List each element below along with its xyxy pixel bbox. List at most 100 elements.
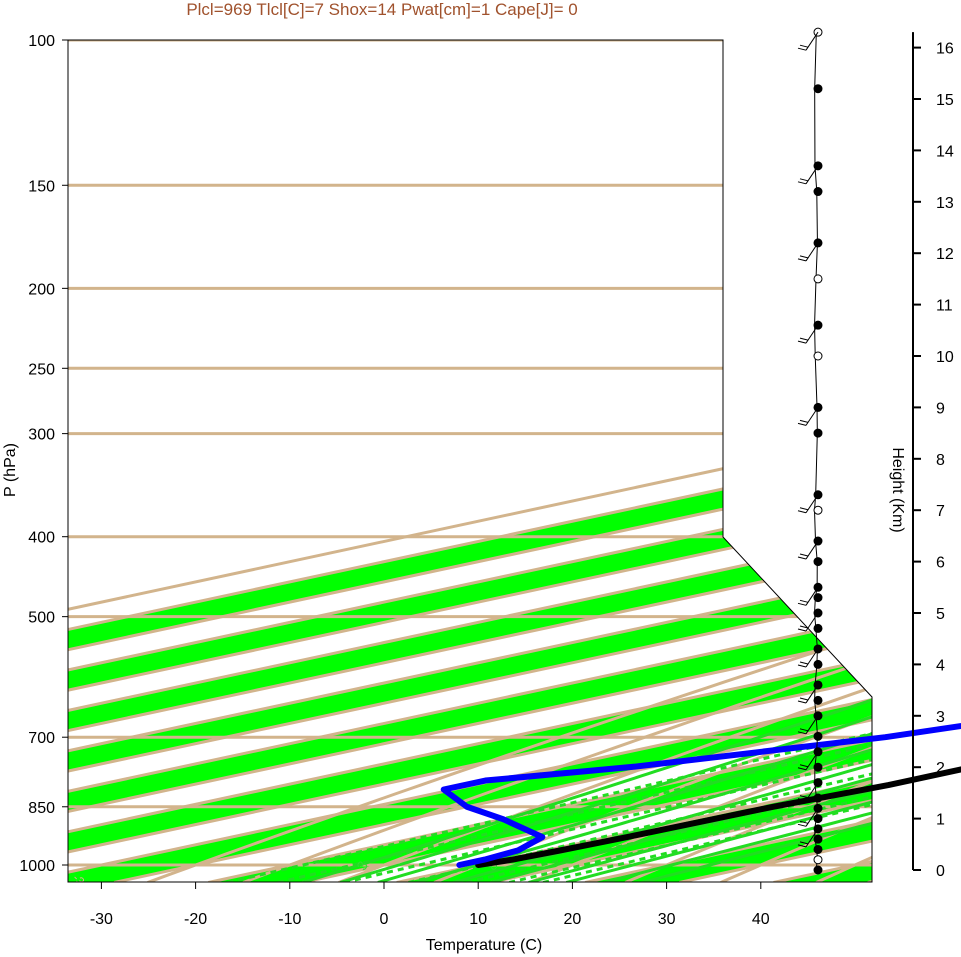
wind-level-marker — [813, 27, 823, 37]
dewpoint-trace — [440, 722, 961, 868]
wind-barb-feather — [799, 553, 809, 557]
temperature-band — [68, 40, 872, 882]
temperature-tick-label: -30 — [90, 911, 113, 928]
pressure-tick-label: 150 — [28, 178, 55, 195]
moist-adiabat — [339, 286, 872, 882]
wind-barb-feather — [797, 602, 807, 606]
temperature-tick-label: 10 — [469, 911, 487, 928]
dry-adiabat — [720, 40, 872, 882]
height-tick-label: 16 — [936, 41, 954, 58]
moist-adiabats — [302, 286, 872, 882]
moist-adiabat — [603, 286, 872, 882]
wind-level-marker — [813, 814, 823, 824]
height-tick-label: 14 — [936, 143, 954, 160]
isotherm — [68, 40, 872, 882]
height-tick-label: 4 — [936, 657, 945, 674]
x-axis-label: Temperature (C) — [426, 937, 542, 954]
adiabat-label: -30 — [70, 871, 92, 893]
wind-barb-feather — [797, 731, 807, 735]
wind-barb-feather — [799, 599, 809, 603]
height-tick-label: 8 — [936, 452, 945, 469]
temperature-band — [68, 40, 872, 882]
isotherm — [113, 40, 872, 882]
wind-level-marker — [813, 623, 823, 633]
wind-barb-feather — [799, 697, 809, 701]
wind-barb-feather — [797, 767, 807, 771]
mixing-ratio-line — [277, 535, 872, 882]
moist-adiabat — [490, 286, 872, 882]
wind-level-marker — [813, 695, 823, 705]
moist-adiabat — [565, 286, 872, 882]
height-tick-label: 1 — [936, 812, 945, 829]
pressure-tick-label: 300 — [28, 427, 55, 444]
wind-barb-feather — [799, 419, 809, 423]
pressure-tick-label: 200 — [28, 281, 55, 298]
height-tick-label: 2 — [936, 760, 945, 777]
height-tick-label: 5 — [936, 606, 945, 623]
dry-adiabat — [624, 40, 872, 882]
wind-level-marker — [813, 762, 823, 772]
height-tick-label: 0 — [936, 863, 945, 880]
height-tick-label: 13 — [936, 195, 954, 212]
height-tick-label: 7 — [936, 503, 945, 520]
wind-level-marker — [813, 855, 823, 865]
moist-adiabat — [641, 286, 872, 882]
height-tick-label: 12 — [936, 246, 954, 263]
height-tick-label: 15 — [936, 92, 954, 109]
wind-barb-feather — [797, 510, 807, 514]
wind-barb-feather — [797, 628, 807, 632]
wind-barb-feather — [797, 664, 807, 668]
wind-level-marker — [813, 84, 823, 94]
wind-barb-feather — [797, 556, 807, 560]
height-tick-label: 10 — [936, 349, 954, 366]
moist-adiabat — [452, 286, 872, 882]
temperature-band — [68, 40, 872, 882]
moist-adiabat — [377, 286, 872, 882]
isotherm — [68, 40, 872, 882]
wind-barb-feather — [797, 823, 807, 827]
wind-barb-feather — [797, 340, 807, 344]
sounding-traces — [440, 722, 961, 868]
temperature-tick-label: 30 — [658, 911, 676, 928]
wind-barb-feather — [797, 798, 807, 802]
wind-barb-feather — [797, 258, 807, 262]
wind-barb-feather — [799, 625, 809, 629]
height-tick-label: 6 — [936, 555, 945, 572]
wind-barb-feather — [797, 844, 807, 848]
pressure-tick-label: 100 — [28, 33, 55, 50]
wind-barb-feather — [799, 795, 809, 799]
dry-adiabat — [147, 40, 872, 882]
moist-adiabat — [415, 286, 872, 882]
height-tick-label: 9 — [936, 400, 945, 417]
wind-barb-feather — [799, 728, 809, 732]
dry-adiabat — [529, 40, 872, 882]
wind-level-marker — [813, 505, 823, 515]
wind-barb-feather — [797, 422, 807, 426]
temperature-tick-label: 40 — [752, 911, 770, 928]
height-axis-label: Height (Km) — [889, 447, 906, 532]
dry-adiabat — [433, 40, 872, 882]
wind-level-marker — [813, 834, 823, 844]
wind-barb-feather — [799, 507, 809, 511]
chart-title: Plcl=969 Tlcl[C]=7 Shox=14 Pwat[cm]=1 Ca… — [186, 0, 577, 19]
mixing-ratio-line — [408, 535, 872, 882]
temperature-tick-label: 0 — [380, 911, 389, 928]
isotherm — [68, 40, 872, 882]
wind-level-marker — [813, 557, 823, 567]
height-tick-label: 11 — [936, 298, 953, 315]
pressure-tick-label: 500 — [28, 610, 55, 627]
wind-level-marker — [813, 865, 823, 875]
wind-barb-feather — [797, 700, 807, 704]
wind-level-marker — [813, 187, 823, 197]
pressure-tick-label: 250 — [28, 361, 55, 378]
y-axis-label: P (hPa) — [2, 443, 19, 497]
wind-barb-feather — [799, 661, 809, 665]
temperature-band — [68, 40, 872, 882]
wind-barbs — [797, 27, 823, 875]
moist-adiabat — [302, 286, 872, 882]
wind-barb-feather — [799, 841, 809, 845]
temperature-trace — [475, 766, 961, 868]
isotherm — [68, 40, 872, 882]
